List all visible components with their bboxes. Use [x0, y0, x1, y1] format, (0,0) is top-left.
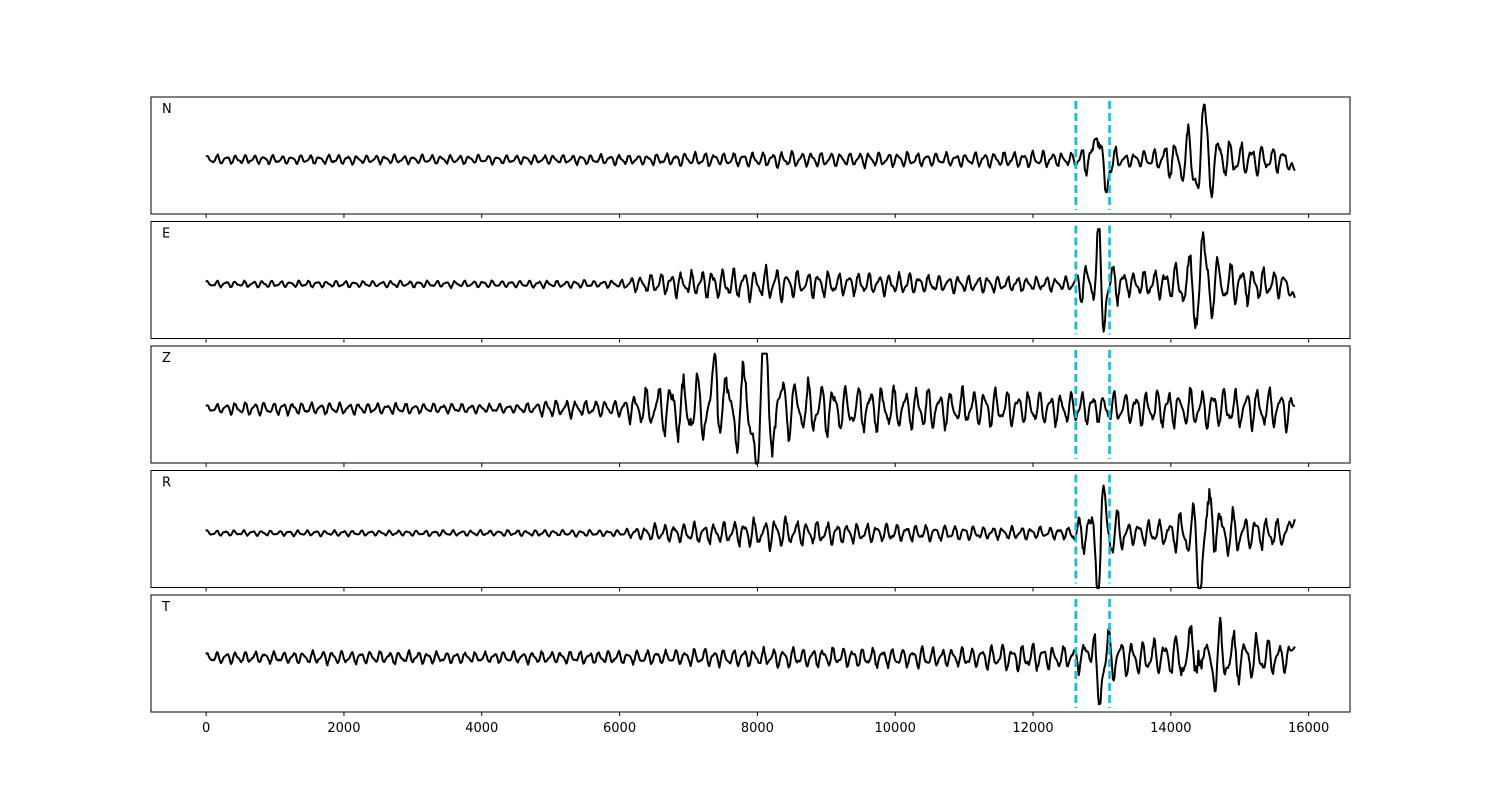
x-tick-label: 12000 [1012, 721, 1053, 736]
x-tick-label: 10000 [875, 721, 916, 736]
panel-z: Z [150, 345, 1351, 467]
panel-r: R [150, 470, 1351, 592]
panel-frame [150, 345, 1351, 464]
trace-r [205, 484, 1296, 590]
panel-n: N [150, 96, 1351, 218]
panel-label-t: T [161, 600, 170, 615]
panel-frame [150, 470, 1351, 588]
trace-z [205, 352, 1296, 465]
x-tick-label: 0 [202, 721, 210, 736]
trace-t [205, 616, 1296, 706]
panel-frame [150, 594, 1351, 713]
panel-t: T [150, 594, 1351, 716]
trace-n [205, 103, 1296, 199]
x-tick-label: 14000 [1150, 721, 1191, 736]
panel-frame [150, 96, 1351, 215]
panel-frame [150, 221, 1351, 339]
x-tick-label: 6000 [603, 721, 636, 736]
x-tick-label: 8000 [741, 721, 774, 736]
x-tick-label: 4000 [465, 721, 498, 736]
panel-label-e: E [162, 227, 170, 242]
panel-label-r: R [162, 476, 171, 491]
trace-e [205, 228, 1296, 333]
x-tick-label: 16000 [1288, 721, 1329, 736]
panel-e: E [150, 221, 1351, 343]
x-axis: 0 2000 4000 6000 8000 10000 12000 14000 16000 [202, 721, 1329, 736]
panels-group: N E Z R T [150, 96, 1351, 716]
x-tick-label: 2000 [327, 721, 360, 736]
panel-label-z: Z [162, 351, 171, 366]
panel-label-n: N [162, 102, 172, 117]
